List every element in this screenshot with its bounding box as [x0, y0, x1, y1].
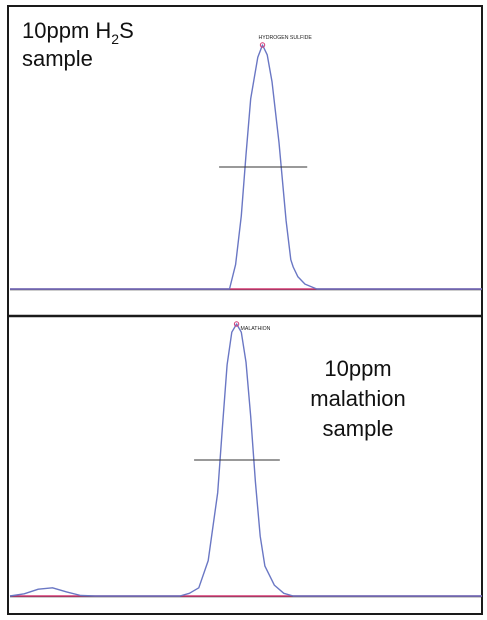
figure-frame [7, 5, 483, 615]
sample-label-subscript: 2 [111, 31, 119, 47]
panel-malathion [9, 321, 482, 598]
chromatogram-trace-0-0 [10, 44, 482, 290]
sample-label-malathion: 10ppm malathion sample [310, 356, 405, 441]
sample-label-text: 10ppm [324, 356, 391, 381]
peak-label-malathion: MALATHION [241, 326, 271, 332]
sample-label-text: sample [22, 46, 93, 71]
peak-label-hydrogen-sulfide: HYDROGEN SULFIDE [259, 35, 313, 41]
sample-label-text: sample [323, 416, 394, 441]
peak-apex-marker-0 [259, 42, 266, 48]
panel-hydrogen-sulfide [10, 42, 482, 291]
sample-label-h2s: 10ppm H2S sample [22, 18, 134, 71]
sample-label-text: S [119, 18, 134, 43]
peak-apex-marker-1 [233, 321, 240, 327]
sample-label-text: 10ppm H [22, 18, 111, 43]
sample-label-text: malathion [310, 386, 405, 411]
chromatogram-trace-1-0 [9, 323, 482, 597]
